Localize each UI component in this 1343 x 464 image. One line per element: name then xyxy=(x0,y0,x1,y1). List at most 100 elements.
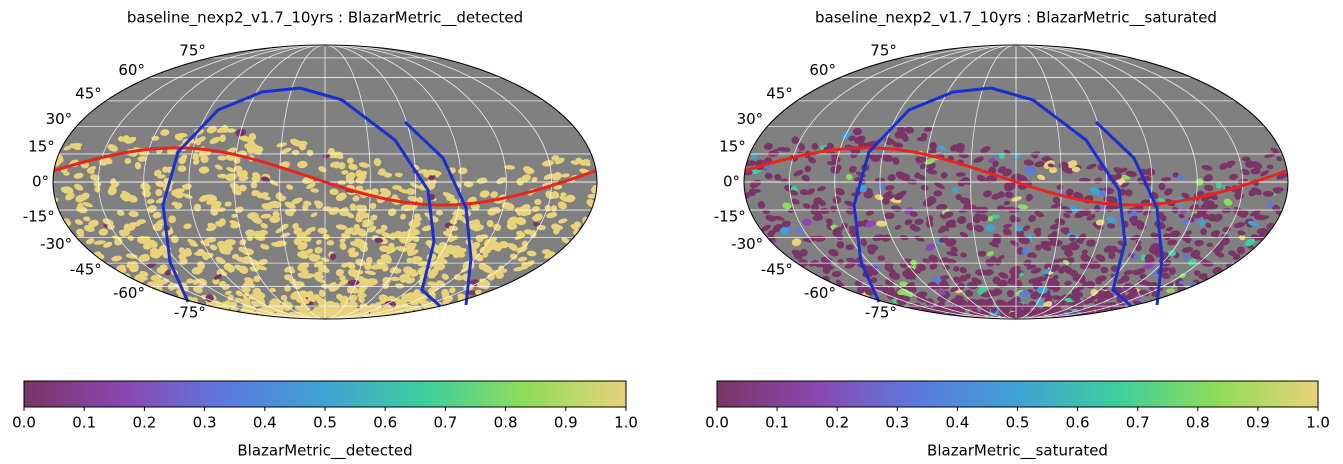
sky-pixel xyxy=(1002,168,1013,177)
sky-pixel xyxy=(1254,214,1265,221)
sky-pixel xyxy=(260,213,272,219)
sky-pixel xyxy=(200,155,209,164)
sky-pixel xyxy=(349,203,357,210)
sky-pixel xyxy=(204,237,217,243)
sky-pixel xyxy=(395,172,403,178)
sky-pixel xyxy=(888,271,900,280)
sky-pixel xyxy=(1172,172,1179,178)
sky-pixel xyxy=(561,237,570,244)
sky-pixel xyxy=(1081,249,1088,255)
sky-pixel xyxy=(863,191,874,199)
sky-pixel xyxy=(791,249,802,256)
sky-pixel xyxy=(916,263,926,272)
sky-pixel xyxy=(557,201,567,210)
sky-pixel xyxy=(416,196,424,204)
sky-pixel xyxy=(1273,188,1282,194)
sky-pixel xyxy=(1047,232,1059,241)
sky-pixel xyxy=(455,275,465,281)
sky-pixel xyxy=(992,160,999,168)
sky-pixel xyxy=(314,246,323,254)
sky-pixel xyxy=(1034,230,1042,237)
sky-pixel xyxy=(870,277,878,284)
sky-pixel xyxy=(1060,244,1072,251)
sky-pixel xyxy=(125,136,137,144)
sky-pixel xyxy=(244,143,253,150)
sky-pixel xyxy=(268,179,279,186)
sky-pixel xyxy=(939,282,950,290)
sky-pixel xyxy=(973,224,985,233)
sky-pixel xyxy=(988,157,996,164)
sky-pixel xyxy=(943,264,950,271)
sky-pixel xyxy=(1089,187,1101,196)
sky-pixel xyxy=(865,220,877,228)
sky-pixel xyxy=(116,210,125,216)
sky-pixel xyxy=(983,269,994,276)
sky-pixel xyxy=(939,257,949,263)
sky-pixel xyxy=(957,179,966,187)
sky-pixel xyxy=(1028,215,1037,223)
sky-pixel xyxy=(326,282,337,289)
sky-pixel xyxy=(189,242,199,247)
sky-pixel xyxy=(849,165,857,173)
sky-pixel xyxy=(1267,202,1275,208)
colorbar-tick-label: 0.3 xyxy=(885,414,909,432)
sky-pixel xyxy=(820,256,833,264)
sky-pixel xyxy=(343,211,355,219)
sky-pixel xyxy=(286,184,294,190)
sky-pixel xyxy=(224,290,232,295)
sky-pixel xyxy=(835,279,842,285)
sky-pixel xyxy=(748,188,757,196)
sky-pixel xyxy=(335,192,347,202)
sky-pixel xyxy=(406,277,416,284)
sky-pixel xyxy=(178,247,186,254)
sky-pixel xyxy=(310,212,318,218)
sky-pixel xyxy=(1086,163,1097,170)
sky-pixel xyxy=(534,198,542,205)
lat-tick-label: 15° xyxy=(719,137,746,155)
map-title: baseline_nexp2_v1.7_10yrs : BlazarMetric… xyxy=(127,9,523,28)
sky-pixel xyxy=(526,250,537,257)
colorbar-tick-label: 0.2 xyxy=(825,414,849,432)
sky-pixel xyxy=(488,239,496,246)
sky-pixel xyxy=(886,194,895,200)
sky-pixel xyxy=(379,188,390,194)
sky-pixel xyxy=(356,209,366,216)
sky-pixel xyxy=(1180,220,1189,226)
sky-pixel xyxy=(298,263,306,272)
sky-pixel xyxy=(247,139,256,146)
sky-pixel xyxy=(427,272,436,279)
sky-pixel xyxy=(219,134,226,143)
sky-pixel xyxy=(181,184,191,190)
sky-pixel xyxy=(256,264,267,271)
sky-pixel xyxy=(1052,274,1059,280)
sky-pixel xyxy=(241,256,254,264)
colorbar xyxy=(23,380,627,408)
sky-pixel xyxy=(904,126,914,134)
sky-pixel xyxy=(375,228,386,234)
sky-pixel xyxy=(1119,167,1128,173)
sky-pixel xyxy=(409,299,419,305)
sky-pixel xyxy=(916,174,927,181)
colorbar-tick-label: 0.1 xyxy=(72,414,96,432)
sky-pixel xyxy=(90,174,100,182)
sky-pixel xyxy=(136,219,147,225)
sky-pixel xyxy=(885,279,894,286)
sky-pixel xyxy=(798,143,805,151)
sky-pixel xyxy=(417,266,428,273)
sky-pixel xyxy=(1210,230,1221,237)
sky-pixel xyxy=(195,138,202,146)
sky-pixel xyxy=(1018,236,1031,245)
sky-pixel xyxy=(326,240,335,246)
sky-pixel xyxy=(313,260,324,268)
sky-pixel xyxy=(542,160,554,167)
sky-pixel xyxy=(789,189,798,196)
sky-pixel xyxy=(992,288,1003,296)
sky-pixel xyxy=(1106,216,1117,224)
sky-pixel xyxy=(575,157,583,164)
sky-pixel xyxy=(1089,261,1099,267)
sky-pixel xyxy=(834,187,845,196)
sky-pixel xyxy=(306,182,316,190)
sky-pixel xyxy=(482,252,489,258)
sky-pixel xyxy=(1040,242,1052,251)
colorbar-tick-label: 0.6 xyxy=(1066,414,1090,432)
